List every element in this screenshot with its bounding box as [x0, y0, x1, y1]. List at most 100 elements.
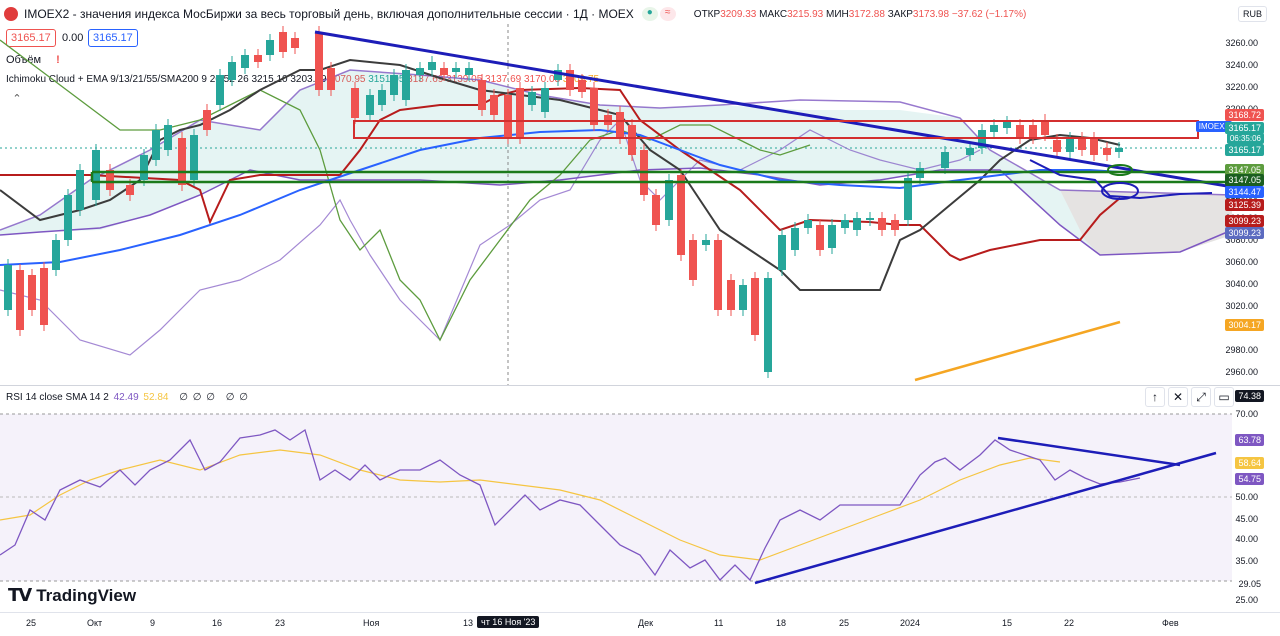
- price-axis-label: 3080.00: [1225, 235, 1258, 246]
- time-axis-label: 13: [463, 618, 474, 628]
- warning-icon: !: [56, 54, 60, 66]
- rsi-tag-b: 58.64: [1235, 457, 1264, 469]
- candle-body: [428, 62, 436, 70]
- sma200-line: [914, 320, 1121, 382]
- candle-body: [904, 178, 912, 220]
- candle-body: [216, 75, 224, 105]
- ichimoku-value: 3139.05: [443, 74, 482, 85]
- price-chart[interactable]: [0, 24, 1232, 386]
- price-tag-c: 3147.05: [1225, 164, 1264, 176]
- candle-body: [541, 88, 549, 112]
- time-axis-label: Ноя: [363, 618, 380, 628]
- rsi-values: 42.49 52.84 ∅ ∅ ∅ ∅ ∅: [112, 392, 248, 403]
- compare-icon[interactable]: ≈: [659, 7, 676, 21]
- time-axis-label: Дек: [638, 618, 654, 628]
- rsi-axis-label: 25.00: [1235, 595, 1258, 605]
- time-axis-label: 15: [1002, 618, 1013, 628]
- candle-body: [751, 278, 759, 335]
- candle-body: [778, 235, 786, 270]
- rsi-axis-label: 35.00: [1235, 556, 1258, 566]
- maximize-pane-button[interactable]: ⤢: [1191, 387, 1211, 407]
- candle-body: [1041, 120, 1049, 135]
- candle-body: [590, 88, 598, 125]
- candle-body: [504, 95, 512, 138]
- candle-body: [1103, 148, 1111, 155]
- tradingview-logo[interactable]: 𝗧𝗩 TradingView: [8, 585, 136, 606]
- rsi-line: [0, 428, 1141, 582]
- rsi-axis-label: 40.00: [1235, 534, 1258, 544]
- spread-value: 0.00: [62, 32, 84, 44]
- time-axis[interactable]: [0, 612, 1280, 636]
- rsi-value: ∅: [222, 392, 235, 403]
- rsi-axis-label: 50.00: [1235, 492, 1258, 502]
- candle-body: [516, 88, 524, 138]
- collapse-icon[interactable]: ⌃: [12, 93, 22, 105]
- rsi-value: 52.84: [140, 392, 169, 403]
- candle-body: [465, 68, 473, 75]
- candle-body: [4, 265, 12, 310]
- pane-divider[interactable]: [0, 385, 1280, 386]
- brand-name: TradingView: [36, 585, 137, 605]
- price-axis-label: 3020.00: [1225, 300, 1258, 311]
- ichimoku-legend[interactable]: Ichimoku Cloud + EMA 9/13/21/55/SMA200 9…: [6, 74, 599, 85]
- candle-body: [40, 268, 48, 325]
- rsi-uptrend-line: [754, 451, 1217, 585]
- candle-body: [228, 62, 236, 80]
- price-axis-label: 2960.00: [1225, 366, 1258, 377]
- pane-settings-button[interactable]: ▭: [1214, 387, 1234, 407]
- freehand-ellipse: [1101, 182, 1139, 200]
- rsi-chart[interactable]: [0, 405, 1232, 610]
- rsi-axis-label: 45.00: [1235, 514, 1258, 524]
- candle-body: [866, 218, 874, 220]
- downtrend-line: [314, 30, 1232, 189]
- price-tag-symbol: IMOEX2: [1195, 121, 1232, 132]
- chart-title[interactable]: IMOEX2 - значения индекса МосБиржи за ве…: [24, 7, 634, 21]
- candle-body: [990, 125, 998, 132]
- candle-body: [241, 55, 249, 68]
- candle-body: [1016, 125, 1024, 138]
- time-axis-label: 18: [776, 618, 787, 628]
- price-axis-label: 3040.00: [1225, 278, 1258, 289]
- buy-price-box[interactable]: 3165.17: [88, 29, 138, 47]
- freehand-ellipse-green: [1107, 164, 1133, 176]
- price-tag-last: 3165.17: [1225, 122, 1264, 134]
- ichimoku-value: 3137.69: [404, 74, 443, 85]
- ichimoku-cloud-green: [0, 70, 1232, 255]
- ichimoku-cloud-red: [1060, 190, 1232, 255]
- tenkan-sen: [0, 58, 1121, 291]
- candle-body: [452, 68, 460, 72]
- volume-label[interactable]: Объём !: [6, 54, 60, 66]
- time-axis-label: чт 16 Ноя '23: [477, 616, 540, 628]
- candle-body: [628, 125, 636, 155]
- candle-body: [64, 195, 72, 240]
- eye-icon[interactable]: ●: [641, 7, 658, 21]
- candle-body: [764, 278, 772, 372]
- high-value: 3215.93: [787, 8, 824, 20]
- sell-price-box[interactable]: 3165.17: [6, 29, 56, 47]
- rsi-legend[interactable]: RSI 14 close SMA 14 2 42.49 52.84 ∅ ∅ ∅ …: [6, 392, 248, 403]
- candle-body: [616, 112, 624, 138]
- price-tag-g: 3099.23: [1225, 215, 1264, 227]
- freehand-line: [1029, 159, 1213, 200]
- ichimoku-value: 3809.75: [560, 74, 600, 85]
- candle-body: [203, 110, 211, 130]
- ichimoku-value: 3215.10: [251, 74, 288, 85]
- candle-body: [714, 240, 722, 310]
- rsi-sma-line: [0, 449, 1061, 561]
- lower-band: [0, 118, 981, 356]
- time-axis-label: 25: [839, 618, 850, 628]
- low-label: МИН: [826, 8, 849, 20]
- candle-body: [853, 218, 861, 230]
- currency-label[interactable]: RUB: [1238, 6, 1268, 22]
- candle-body: [478, 80, 486, 110]
- candle-body: [76, 170, 84, 210]
- chart-header: IMOEX2 - значения индекса МосБиржи за ве…: [4, 4, 1026, 24]
- candle-body: [828, 225, 836, 248]
- move-up-button[interactable]: ↑: [1145, 387, 1165, 407]
- price-tag-b: 3165.17: [1225, 144, 1264, 156]
- price-axis-label: 2980.00: [1225, 344, 1258, 355]
- rsi-label: RSI 14 close SMA 14 2: [6, 392, 109, 403]
- candle-body: [652, 195, 660, 225]
- close-pane-button[interactable]: ✕: [1168, 387, 1188, 407]
